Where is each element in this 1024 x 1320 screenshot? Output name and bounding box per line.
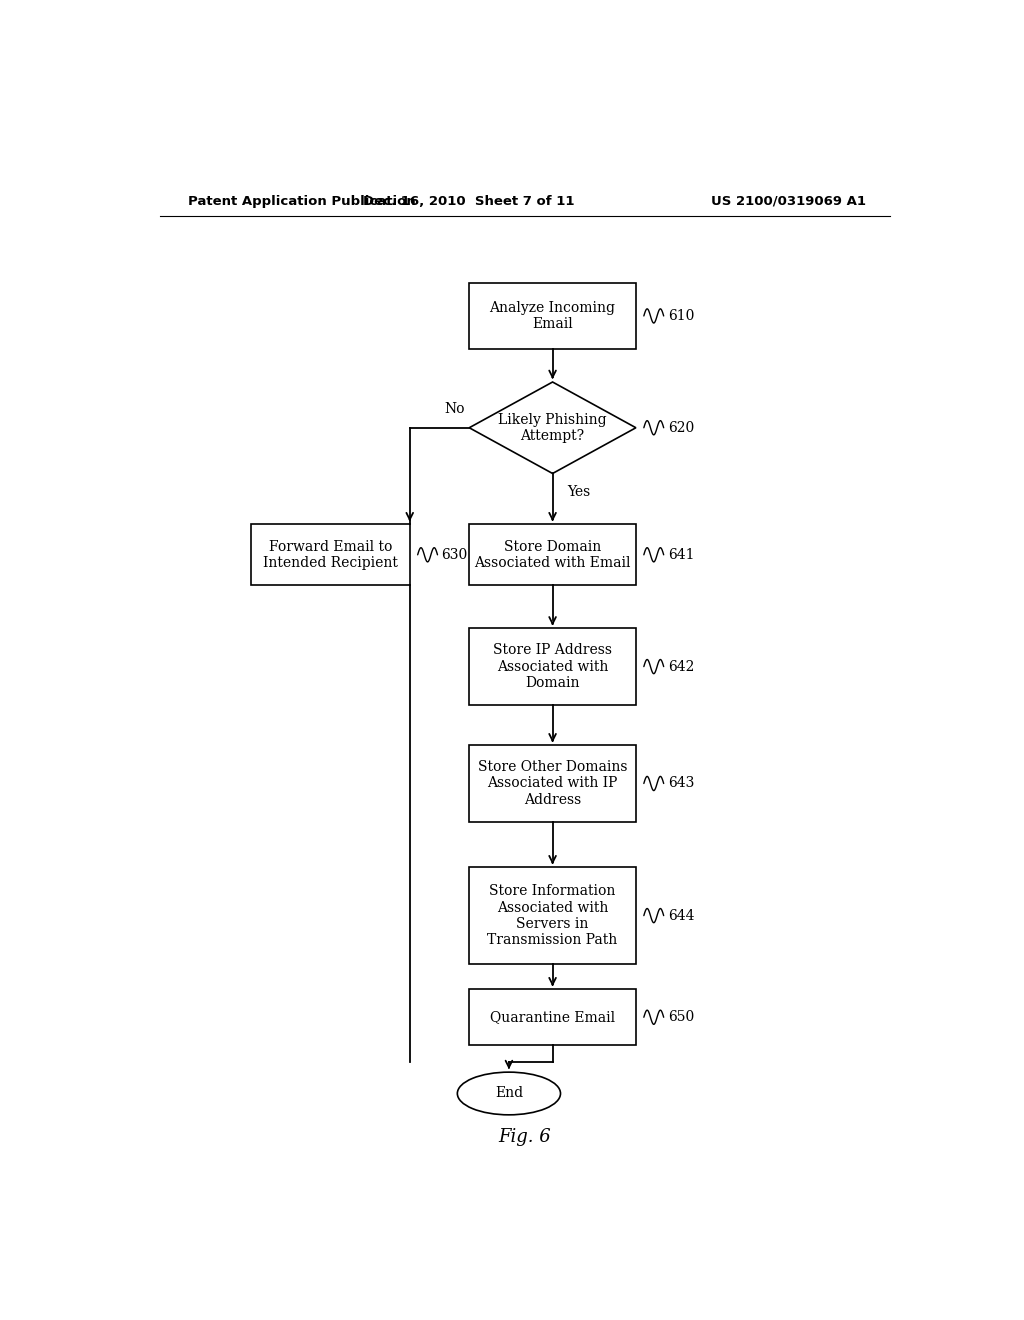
Text: Store Information
Associated with
Servers in
Transmission Path: Store Information Associated with Server…: [487, 884, 617, 946]
Text: Analyze Incoming
Email: Analyze Incoming Email: [489, 301, 615, 331]
Text: End: End: [495, 1086, 523, 1101]
Bar: [469, 989, 636, 1045]
Text: No: No: [444, 403, 465, 416]
Text: Likely Phishing
Attempt?: Likely Phishing Attempt?: [499, 413, 607, 442]
Ellipse shape: [458, 1072, 560, 1115]
Text: Yes: Yes: [567, 484, 590, 499]
Text: 641: 641: [668, 548, 694, 562]
Bar: [469, 282, 636, 348]
Text: Store Other Domains
Associated with IP
Address: Store Other Domains Associated with IP A…: [478, 760, 628, 807]
Text: 630: 630: [441, 548, 468, 562]
Text: Forward Email to
Intended Recipient: Forward Email to Intended Recipient: [263, 540, 397, 570]
Text: 643: 643: [668, 776, 694, 791]
Text: 610: 610: [668, 309, 694, 323]
Bar: [469, 867, 636, 964]
Text: Store IP Address
Associated with
Domain: Store IP Address Associated with Domain: [494, 643, 612, 690]
Text: US 2100/0319069 A1: US 2100/0319069 A1: [711, 194, 866, 207]
Bar: [469, 524, 636, 585]
Text: Quarantine Email: Quarantine Email: [490, 1010, 615, 1024]
Text: Dec. 16, 2010  Sheet 7 of 11: Dec. 16, 2010 Sheet 7 of 11: [364, 194, 575, 207]
Text: 650: 650: [668, 1010, 694, 1024]
Text: Patent Application Publication: Patent Application Publication: [187, 194, 416, 207]
Text: 644: 644: [668, 908, 694, 923]
Polygon shape: [469, 381, 636, 474]
Bar: [469, 628, 636, 705]
Bar: [469, 746, 636, 821]
Bar: [251, 524, 410, 585]
Text: 642: 642: [668, 660, 694, 673]
Text: 620: 620: [668, 421, 694, 434]
Text: Store Domain
Associated with Email: Store Domain Associated with Email: [474, 540, 631, 570]
Text: Fig. 6: Fig. 6: [499, 1129, 551, 1146]
